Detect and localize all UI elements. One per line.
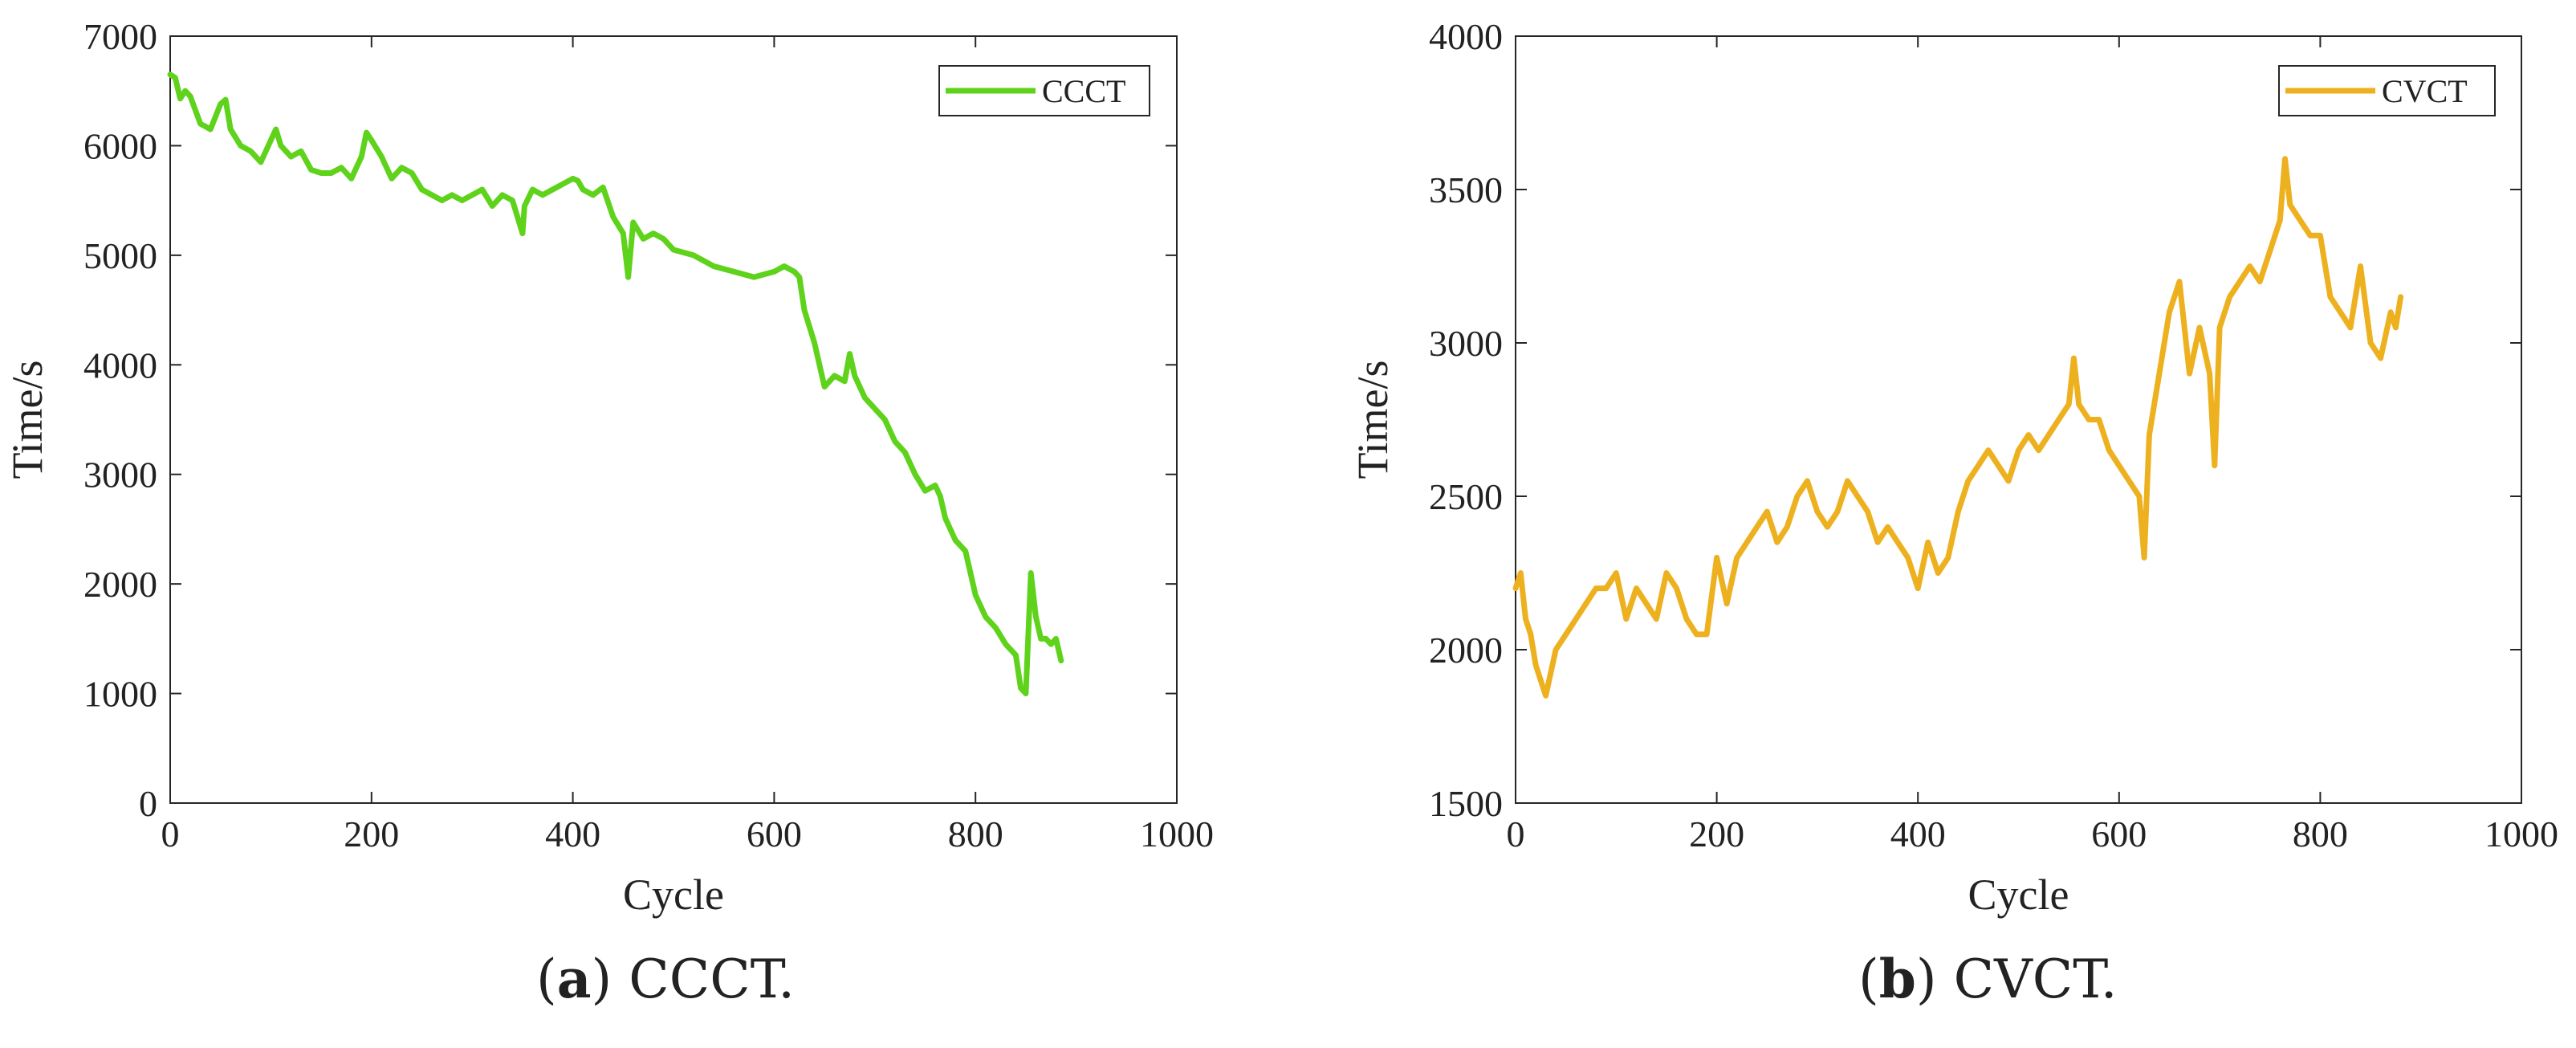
y-tick-label: 6000	[83, 125, 157, 166]
y-tick-label: 0	[139, 783, 157, 824]
x-tick-label: 400	[1890, 814, 1946, 854]
y-axis-label: Time/s	[1349, 360, 1397, 479]
series-line-cvct	[1512, 156, 2404, 699]
y-axis-label: Time/s	[3, 360, 51, 479]
y-tick-label: 2500	[1429, 476, 1503, 517]
caption-a-paren-close: )	[591, 948, 612, 1010]
caption-a-letter: a	[556, 948, 592, 1010]
y-tick-label: 2000	[83, 564, 157, 605]
x-axis-label: Cycle	[623, 871, 724, 919]
caption-b-paren-close: )	[1915, 948, 1937, 1010]
x-tick-label: 200	[344, 814, 399, 854]
x-tick-label: 0	[161, 814, 180, 854]
y-tick-label: 3000	[83, 455, 157, 495]
x-tick-label: 600	[2091, 814, 2147, 854]
x-tick-label: 1000	[1140, 814, 1214, 854]
y-tick-label: 1000	[83, 674, 157, 715]
y-tick-label: 2000	[1429, 630, 1503, 671]
x-tick-label: 600	[747, 814, 802, 854]
caption-b-text: CVCT.	[1936, 948, 2118, 1010]
y-tick-label: 5000	[83, 235, 157, 276]
legend: CCCT	[938, 65, 1150, 116]
caption-a-paren-open: (	[536, 948, 557, 1010]
x-tick-label: 400	[545, 814, 600, 854]
caption-a-text: CCCT.	[612, 948, 796, 1010]
caption-b-paren-open: (	[1858, 948, 1879, 1010]
chart-b: 0 200 400 600 800 1000 1500 2000 2500 3000 3500 400…	[1349, 16, 2558, 919]
caption-b-letter: b	[1878, 948, 1916, 1010]
legend-label: CCCT	[1042, 73, 1125, 109]
legend-label: CVCT	[2382, 73, 2468, 109]
caption-a: (a) CCCT.	[536, 948, 795, 1010]
x-tick-label: 200	[1689, 814, 1744, 854]
x-tick-label: 0	[1507, 814, 1525, 854]
x-axis-label: Cycle	[1968, 871, 2069, 919]
caption-b: (b) CVCT.	[1858, 948, 2118, 1010]
y-tick-label: 3500	[1429, 169, 1503, 210]
x-tick-label: 1000	[2484, 814, 2558, 854]
y-tick-label: 7000	[83, 16, 157, 57]
chart-a: 0 200 400 600 800 1000 0 1000 2000 3000 4000 5000 60…	[3, 16, 1214, 919]
plot-frame	[1515, 35, 2522, 804]
y-tick-label: 1500	[1429, 783, 1503, 824]
x-tick-label: 800	[948, 814, 1003, 854]
y-tick-label: 4000	[83, 345, 157, 385]
y-tick-label: 4000	[1429, 16, 1503, 57]
series-line-ccct	[167, 71, 1064, 697]
y-tick-label: 3000	[1429, 323, 1503, 364]
plot-frame	[169, 35, 1178, 804]
x-tick-label: 800	[2293, 814, 2348, 854]
legend: CVCT	[2278, 65, 2496, 116]
